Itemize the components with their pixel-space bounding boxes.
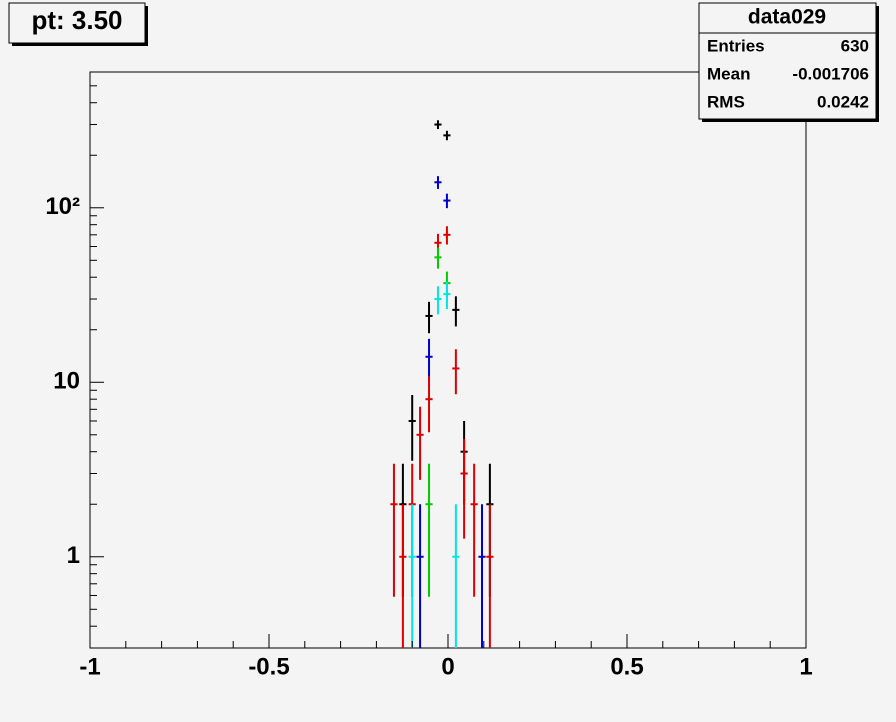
x-tick-label: -1 (79, 653, 100, 680)
x-tick-label: 1 (799, 653, 812, 680)
stats-label: Entries (707, 36, 765, 55)
stats-value: -0.001706 (792, 64, 869, 83)
stats-title: data029 (748, 6, 826, 29)
stats-value: 630 (841, 36, 869, 55)
stats-value: 0.0242 (817, 92, 869, 111)
x-tick-label: 0.5 (610, 653, 643, 680)
frame (89, 71, 807, 649)
y-tick-label: 10 (53, 368, 80, 395)
title: pt: 3.50 (31, 5, 122, 35)
x-tick-label: -0.5 (248, 653, 289, 680)
y-tick-label: 10² (45, 193, 80, 220)
stats-box (698, 2, 877, 120)
stats-label: Mean (707, 64, 750, 83)
stats-label: RMS (707, 92, 745, 111)
points (390, 120, 494, 648)
y-tick-label: 1 (67, 542, 80, 569)
x-tick-label: 0 (441, 653, 454, 680)
title-box (8, 2, 146, 44)
